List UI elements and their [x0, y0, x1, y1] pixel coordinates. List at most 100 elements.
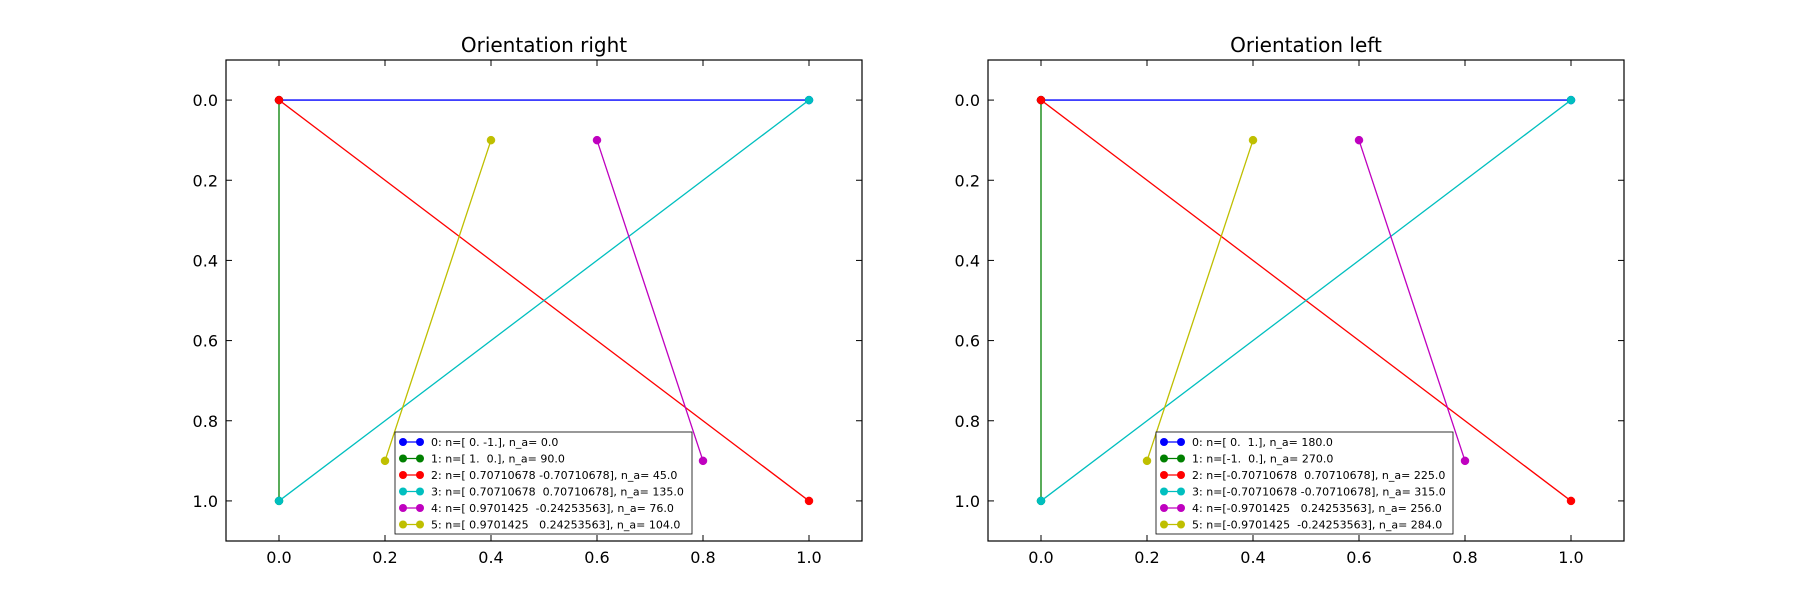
legend-entry: 1: n=[-1. 0.], n_a= 270.0 — [1192, 453, 1333, 466]
y-tick-label: 0.6 — [193, 332, 218, 351]
legend-marker — [399, 471, 407, 479]
legend-marker — [399, 520, 407, 529]
legend-marker — [399, 487, 407, 496]
legend-marker — [1177, 438, 1185, 446]
legend-marker — [416, 520, 424, 529]
legend-entry: 3: n=[ 0.70710678 0.70710678], n_a= 135.… — [431, 486, 684, 499]
x-tick-label: 0.2 — [1134, 548, 1159, 567]
y-tick-label: 0.6 — [955, 332, 980, 351]
legend-entry: 5: n=[ 0.9701425 0.24253563], n_a= 104.0 — [431, 519, 680, 532]
legend-marker — [399, 454, 407, 463]
data-point — [804, 95, 814, 105]
x-tick-label: 0.8 — [690, 548, 715, 567]
legend-marker — [416, 454, 424, 463]
axes-frame — [987, 59, 1625, 542]
data-point — [274, 95, 284, 105]
y-tick-label: 0.4 — [955, 251, 980, 270]
legend-entry: 0: n=[ 0. -1.], n_a= 0.0 — [431, 436, 558, 449]
legend: 0: n=[ 0. -1.], n_a= 0.0 1: n=[ 1. 0.], n… — [394, 431, 693, 535]
series-line — [1040, 99, 1572, 502]
x-tick-label: 0.0 — [1028, 548, 1053, 567]
chart-title: Orientation right — [461, 33, 627, 57]
x-tick-label: 1.0 — [796, 548, 821, 567]
legend-marker — [1177, 520, 1185, 529]
data-point — [1354, 135, 1364, 145]
legend-marker — [1160, 438, 1168, 446]
legend: 0: n=[ 0. 1.], n_a= 180.0 1: n=[-1. 0.], … — [1155, 431, 1454, 535]
subplot-1: Orientation left 0.0 0.2 0.4 0.6 0.8 1.0 0.0 0.2… — [955, 33, 1625, 567]
data-point — [1036, 95, 1046, 105]
data-point — [274, 496, 284, 506]
y-tick-label: 0.2 — [955, 171, 980, 190]
y-tick-label: 0.8 — [955, 412, 980, 431]
subplot-0: Orientation right 0.0 0.2 0.4 0.6 0.8 1.0 0.0 0.… — [193, 33, 863, 567]
x-tick-label: 0.0 — [266, 548, 291, 567]
legend-marker — [1177, 504, 1185, 512]
data-point — [1036, 496, 1046, 506]
data-point — [1248, 135, 1258, 145]
legend-box — [394, 431, 693, 535]
legend-entry: 3: n=[-0.70710678 -0.70710678], n_a= 315… — [1192, 486, 1446, 499]
legend-entry: 4: n=[ 0.9701425 -0.24253563], n_a= 76.0 — [431, 502, 674, 515]
legend-marker — [416, 504, 424, 512]
series-4 — [592, 135, 708, 466]
data-point — [698, 456, 708, 466]
x-tick-label: 0.4 — [1240, 548, 1265, 567]
y-tick-label: 1.0 — [193, 492, 218, 511]
y-tick-label: 0.4 — [193, 251, 218, 270]
data-point — [592, 135, 602, 145]
x-tick-label: 0.6 — [584, 548, 609, 567]
legend-marker — [416, 471, 424, 479]
y-tick-label: 0.0 — [193, 91, 218, 110]
series-line — [384, 139, 492, 462]
chart-title: Orientation left — [1230, 33, 1382, 57]
x-tick-label: 1.0 — [1558, 548, 1583, 567]
legend-marker — [416, 487, 424, 496]
x-tick-label: 0.8 — [1452, 548, 1477, 567]
x-tick-label: 0.4 — [478, 548, 503, 567]
legend-marker — [1177, 454, 1185, 463]
y-tick-label: 0.0 — [955, 91, 980, 110]
charts-root: Orientation right 0.0 0.2 0.4 0.6 0.8 1.0 0.0 0.… — [193, 33, 1625, 567]
legend-box — [1155, 431, 1454, 535]
legend-marker — [1160, 520, 1168, 529]
x-tick-label: 0.2 — [372, 548, 397, 567]
data-point — [1566, 496, 1576, 506]
y-tick-label: 0.2 — [193, 171, 218, 190]
legend-marker — [1160, 454, 1168, 463]
legend-entry: 4: n=[-0.9701425 0.24253563], n_a= 256.0 — [1192, 502, 1442, 515]
legend-entry: 2: n=[-0.70710678 0.70710678], n_a= 225.… — [1192, 469, 1445, 482]
legend-marker — [416, 438, 424, 446]
axes-frame — [225, 59, 863, 542]
legend-entry: 5: n=[-0.9701425 -0.24253563], n_a= 284.… — [1192, 519, 1442, 532]
series-line — [278, 99, 810, 502]
data-point — [380, 456, 390, 466]
series-5 — [1142, 135, 1258, 466]
data-point — [1460, 456, 1470, 466]
series-line — [1358, 139, 1466, 462]
legend-entry: 1: n=[ 1. 0.], n_a= 90.0 — [431, 453, 565, 466]
legend-marker — [399, 438, 407, 446]
series-3 — [1036, 95, 1576, 506]
legend-entry: 2: n=[ 0.70710678 -0.70710678], n_a= 45.… — [431, 469, 677, 482]
series-line — [1146, 139, 1254, 462]
series-4 — [1354, 135, 1470, 466]
data-point — [1566, 95, 1576, 105]
series-line — [596, 139, 704, 462]
data-point — [804, 496, 814, 506]
legend-marker — [1177, 487, 1185, 496]
y-tick-label: 0.8 — [193, 412, 218, 431]
legend-entry: 0: n=[ 0. 1.], n_a= 180.0 — [1192, 436, 1333, 449]
legend-marker — [1160, 471, 1168, 479]
data-point — [486, 135, 496, 145]
x-tick-label: 0.6 — [1346, 548, 1371, 567]
data-point — [1142, 456, 1152, 466]
legend-marker — [1160, 504, 1168, 512]
series-3 — [274, 95, 814, 506]
series-5 — [380, 135, 496, 466]
y-tick-label: 1.0 — [955, 492, 980, 511]
legend-marker — [1160, 487, 1168, 496]
legend-marker — [1177, 471, 1185, 479]
legend-marker — [399, 504, 407, 512]
